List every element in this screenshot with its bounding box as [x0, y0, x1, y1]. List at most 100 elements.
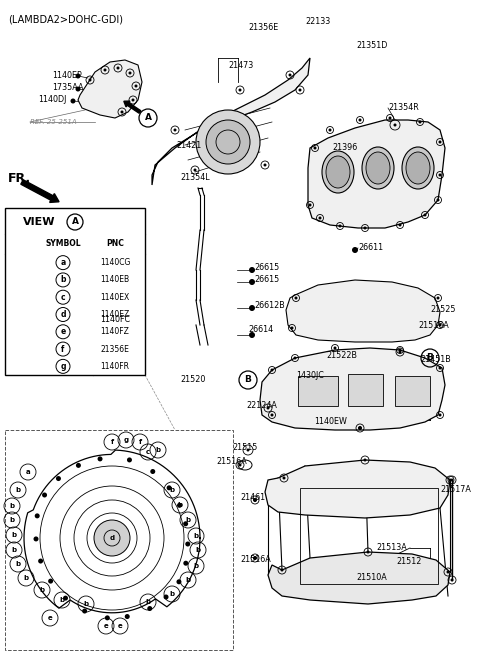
- Circle shape: [253, 556, 256, 560]
- Circle shape: [319, 216, 322, 220]
- Circle shape: [439, 174, 442, 176]
- Text: A: A: [144, 114, 152, 123]
- Text: 1140FC: 1140FC: [100, 315, 130, 325]
- Circle shape: [117, 67, 120, 69]
- Circle shape: [451, 579, 454, 581]
- Ellipse shape: [402, 147, 434, 189]
- Circle shape: [120, 110, 123, 114]
- Circle shape: [177, 503, 182, 508]
- Polygon shape: [152, 58, 310, 185]
- Text: 21473: 21473: [228, 61, 253, 69]
- Text: 1140EZ: 1140EZ: [100, 310, 130, 319]
- Circle shape: [309, 203, 312, 207]
- Circle shape: [446, 570, 449, 574]
- Circle shape: [249, 279, 255, 285]
- Circle shape: [363, 459, 367, 461]
- Circle shape: [249, 332, 255, 338]
- Circle shape: [313, 147, 316, 150]
- Text: b: b: [193, 533, 199, 539]
- Text: e: e: [118, 623, 122, 629]
- Circle shape: [266, 407, 269, 409]
- Circle shape: [253, 498, 257, 502]
- Circle shape: [299, 88, 301, 92]
- Text: 26611: 26611: [358, 244, 383, 253]
- Circle shape: [183, 561, 188, 566]
- Circle shape: [363, 226, 367, 230]
- Text: b: b: [195, 547, 201, 553]
- Circle shape: [249, 305, 255, 311]
- Text: b: b: [15, 487, 21, 493]
- Circle shape: [150, 469, 155, 474]
- Circle shape: [334, 346, 336, 350]
- Bar: [395, 376, 430, 406]
- Text: B: B: [427, 354, 433, 362]
- Circle shape: [436, 199, 440, 201]
- Circle shape: [419, 121, 421, 123]
- Text: e: e: [48, 615, 52, 621]
- Text: 21522B: 21522B: [326, 350, 357, 360]
- Text: b: b: [39, 587, 45, 593]
- Text: 1140EX: 1140EX: [100, 293, 130, 302]
- Text: 1140EB: 1140EB: [100, 275, 130, 284]
- Text: 22133: 22133: [305, 18, 330, 26]
- Circle shape: [249, 267, 255, 273]
- Circle shape: [439, 323, 442, 327]
- Circle shape: [293, 356, 297, 360]
- Circle shape: [147, 606, 152, 611]
- Circle shape: [358, 426, 362, 430]
- Text: 26614: 26614: [248, 325, 273, 335]
- Text: b: b: [156, 447, 161, 453]
- Text: a: a: [26, 469, 30, 475]
- Circle shape: [193, 168, 196, 172]
- Circle shape: [132, 98, 134, 102]
- FancyArrow shape: [21, 180, 59, 203]
- Circle shape: [359, 119, 361, 121]
- Circle shape: [264, 164, 266, 166]
- Circle shape: [253, 498, 256, 502]
- Text: f: f: [61, 345, 65, 354]
- Text: g: g: [123, 437, 129, 443]
- Text: 21396: 21396: [332, 143, 357, 152]
- Circle shape: [239, 463, 241, 467]
- Ellipse shape: [326, 156, 350, 188]
- Bar: [298, 376, 338, 406]
- Circle shape: [388, 117, 392, 119]
- Text: b: b: [24, 575, 29, 581]
- Polygon shape: [268, 552, 450, 604]
- Text: 21516A: 21516A: [240, 556, 271, 564]
- Text: VIEW: VIEW: [23, 217, 56, 227]
- Text: c: c: [60, 293, 65, 302]
- Circle shape: [82, 609, 87, 614]
- Circle shape: [63, 595, 68, 601]
- Text: REF. 25-251A: REF. 25-251A: [30, 119, 77, 125]
- Text: 21354R: 21354R: [388, 104, 419, 112]
- Circle shape: [448, 478, 452, 482]
- Text: b: b: [12, 547, 17, 553]
- Circle shape: [183, 521, 188, 526]
- Polygon shape: [286, 280, 440, 342]
- Text: 21510A: 21510A: [356, 574, 387, 583]
- Text: a: a: [60, 258, 66, 267]
- Text: (LAMBDA2>DOHC-GDI): (LAMBDA2>DOHC-GDI): [8, 14, 123, 24]
- Text: 21525: 21525: [430, 306, 456, 315]
- Circle shape: [295, 296, 298, 300]
- Circle shape: [206, 120, 250, 164]
- Ellipse shape: [406, 152, 430, 184]
- Bar: [300, 488, 438, 584]
- Text: 21517A: 21517A: [440, 486, 471, 494]
- Circle shape: [367, 550, 370, 554]
- Circle shape: [253, 556, 257, 560]
- Circle shape: [239, 88, 241, 92]
- Text: 26615: 26615: [254, 263, 279, 273]
- Text: f: f: [138, 439, 142, 445]
- Circle shape: [398, 348, 401, 352]
- Circle shape: [328, 129, 332, 131]
- Text: b: b: [185, 577, 191, 583]
- Text: e: e: [104, 623, 108, 629]
- Circle shape: [164, 595, 168, 599]
- Polygon shape: [308, 120, 445, 228]
- Circle shape: [97, 457, 103, 461]
- Circle shape: [94, 520, 130, 556]
- Text: f: f: [110, 439, 114, 445]
- Text: SYMBOL: SYMBOL: [45, 240, 81, 249]
